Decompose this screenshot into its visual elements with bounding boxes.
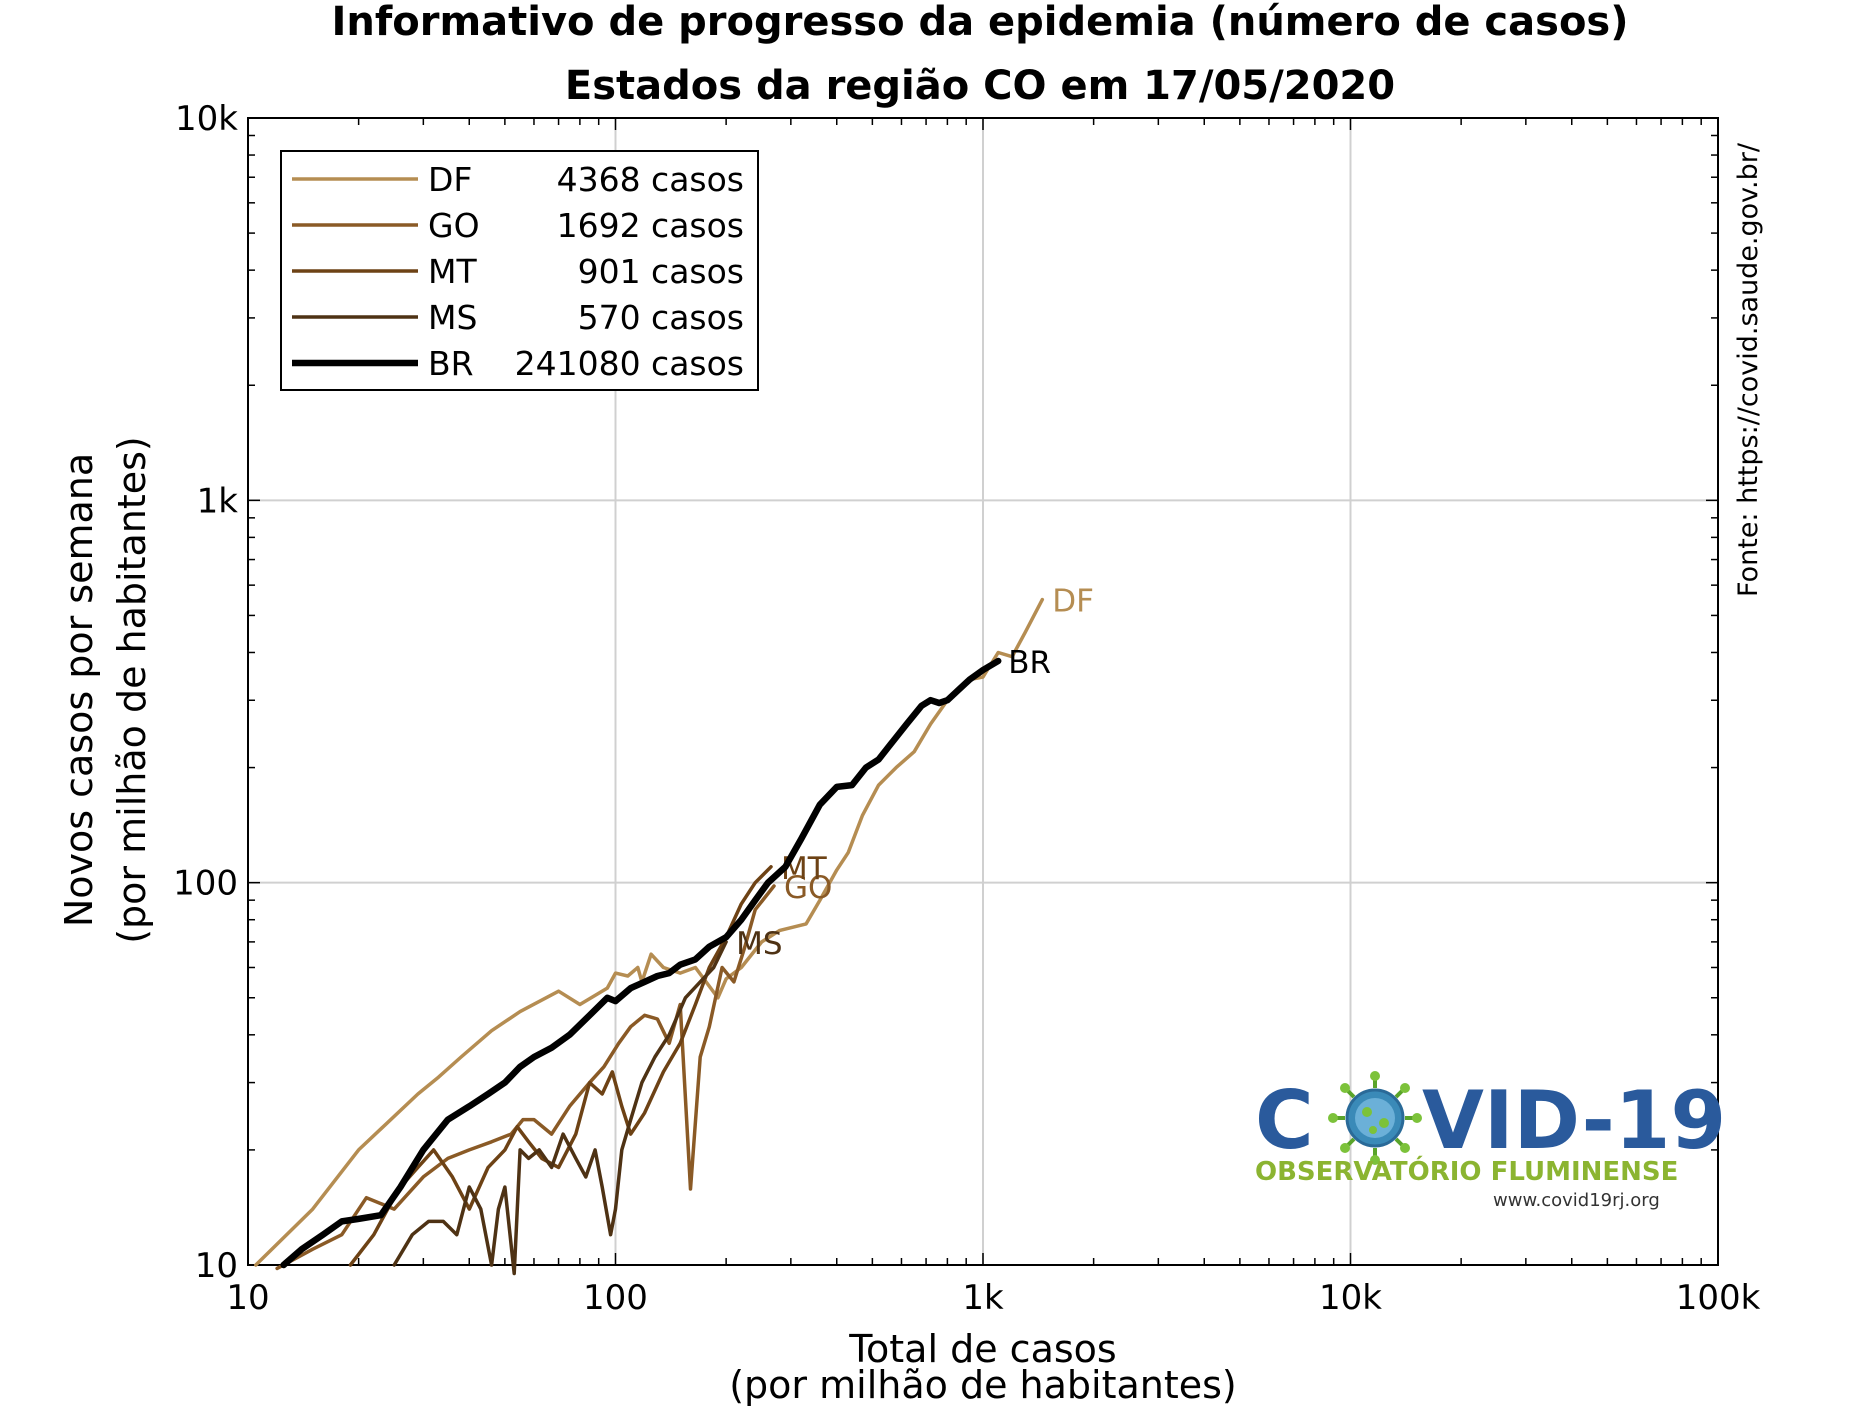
legend-cases-go: 1692 casos bbox=[557, 206, 744, 245]
legend-label-go: GO bbox=[428, 206, 480, 245]
y-tick-label: 100 bbox=[173, 864, 238, 904]
source-note: Fonte: https://covid.saude.gov.br/ bbox=[1733, 142, 1764, 597]
series-line-df bbox=[254, 597, 1045, 1267]
covid19-logo: C VID-19 OBSERVATÓRIO FLUMINENSE www.cov… bbox=[1255, 1071, 1726, 1211]
series-line-br bbox=[280, 657, 1002, 1269]
chart-title: Informativo de progresso da epidemia (nú… bbox=[331, 0, 1629, 45]
series-end-label-go: GO bbox=[784, 870, 832, 906]
series-end-label-ms: MS bbox=[736, 926, 782, 962]
x-axis-label-unit: (por milhão de habitantes) bbox=[729, 1363, 1237, 1406]
legend-label-df: DF bbox=[428, 160, 472, 199]
x-tick-label: 10k bbox=[1319, 1278, 1382, 1318]
legend: DF 4368 casos GO 1692 casos MT 901 casos MS 570… bbox=[280, 150, 759, 391]
logo-subtitle: OBSERVATÓRIO FLUMINENSE bbox=[1255, 1155, 1678, 1187]
y-tick-label: 1k bbox=[197, 481, 239, 521]
series-end-label-br: BR bbox=[1008, 645, 1051, 681]
series-end-label-df: DF bbox=[1052, 584, 1094, 620]
x-tick-label: 1k bbox=[962, 1278, 1004, 1318]
series-line-mt bbox=[348, 865, 773, 1267]
legend-cases-mt: 901 casos bbox=[578, 252, 744, 291]
logo-word-vid19: VID-19 bbox=[1422, 1074, 1726, 1167]
y-axis-label-unit: (por milhão de habitantes) bbox=[110, 436, 154, 944]
legend-label-ms: MS bbox=[428, 298, 477, 337]
x-tick-label: 100k bbox=[1676, 1278, 1761, 1318]
tick-labels: 10 100 1k 10k 100k 10 100 1k 10k bbox=[173, 99, 1761, 1318]
series-line-ms bbox=[392, 940, 728, 1276]
logo-word-c: C bbox=[1255, 1074, 1314, 1167]
legend-cases-br: 241080 casos bbox=[515, 344, 744, 383]
legend-label-br: BR bbox=[428, 344, 474, 383]
legend-cases-df: 4368 casos bbox=[557, 160, 744, 199]
virus-icon bbox=[1328, 1071, 1422, 1165]
plot-frame bbox=[247, 117, 1719, 1266]
chart-subtitle: Estados da região CO em 17/05/2020 bbox=[564, 63, 1396, 109]
x-axis-label: Total de casos bbox=[848, 1327, 1116, 1371]
legend-cases-ms: 570 casos bbox=[578, 298, 744, 337]
x-tick-label: 10 bbox=[226, 1278, 269, 1318]
y-tick-label: 10 bbox=[195, 1246, 238, 1286]
y-tick-label: 10k bbox=[175, 99, 238, 139]
y-axis-label: Novos casos por semana bbox=[57, 453, 101, 927]
x-tick-label: 100 bbox=[583, 1278, 648, 1318]
logo-url: www.covid19rj.org bbox=[1493, 1190, 1660, 1211]
legend-label-mt: MT bbox=[428, 252, 477, 291]
series-line-go bbox=[275, 884, 776, 1271]
